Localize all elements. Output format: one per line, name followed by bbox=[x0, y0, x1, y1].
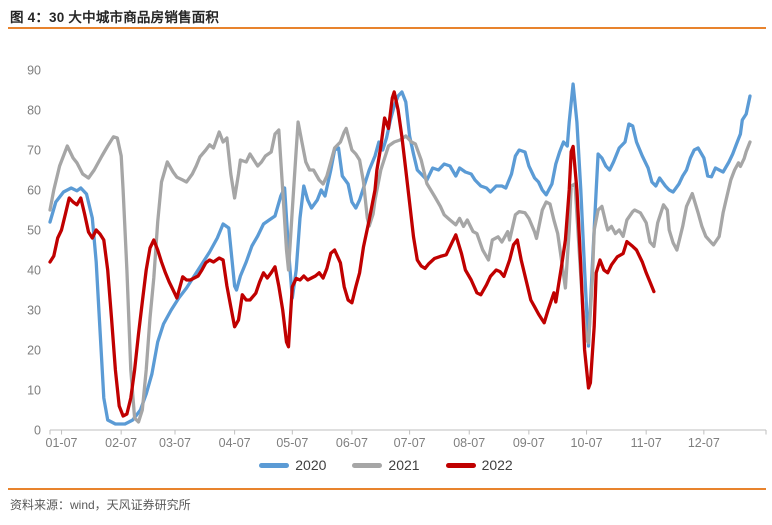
x-axis-tick-label: 11-07 bbox=[631, 436, 662, 450]
legend-swatch-2020 bbox=[259, 462, 290, 468]
y-axis-tick-label: 60 bbox=[27, 184, 41, 198]
x-axis-tick-label: 08-07 bbox=[453, 436, 485, 450]
x-axis-tick-label: 03-07 bbox=[159, 436, 191, 450]
y-axis-tick-label: 20 bbox=[27, 344, 41, 358]
series-line-2020 bbox=[48, 82, 752, 426]
figure-title: 图 4：30 大中城市商品房销售面积 bbox=[10, 10, 220, 25]
y-axis-tick-label: 70 bbox=[27, 144, 41, 158]
accent-rule-bottom bbox=[8, 488, 766, 490]
y-axis-tick-label: 0 bbox=[34, 424, 41, 438]
legend-swatch-2021 bbox=[352, 462, 383, 468]
x-axis-tick-label: 10-07 bbox=[571, 436, 603, 450]
x-axis-tick-label: 01-07 bbox=[46, 436, 78, 450]
legend-label-2020: 2020 bbox=[295, 457, 327, 473]
series-line-2022 bbox=[48, 90, 656, 418]
legend-item-2022: 2022 bbox=[445, 457, 513, 473]
x-axis-tick-label: 09-07 bbox=[513, 436, 545, 450]
legend-label-2022: 2022 bbox=[481, 457, 513, 473]
x-axis-tick-label: 06-07 bbox=[336, 436, 368, 450]
x-axis-tick-label: 07-07 bbox=[394, 436, 426, 450]
legend-label-2021: 2021 bbox=[388, 457, 420, 473]
y-axis-tick-label: 80 bbox=[27, 104, 41, 118]
x-axis-tick-label: 05-07 bbox=[276, 436, 308, 450]
legend-item-2021: 2021 bbox=[352, 457, 420, 473]
legend-swatch-2022 bbox=[445, 462, 476, 468]
series-line-2021 bbox=[48, 120, 752, 424]
x-axis-tick-label: 12-07 bbox=[688, 436, 720, 450]
x-axis-tick-label: 04-07 bbox=[219, 436, 251, 450]
y-axis-tick-label: 50 bbox=[27, 224, 41, 238]
legend-item-2020: 2020 bbox=[259, 457, 326, 473]
accent-rule-top bbox=[8, 27, 766, 29]
source-note: 资料来源：wind，天风证券研究所 bbox=[10, 498, 191, 512]
x-axis-tick-label: 02-07 bbox=[105, 436, 137, 450]
y-axis-tick-label: 10 bbox=[27, 384, 41, 398]
y-axis-tick-label: 30 bbox=[27, 304, 41, 318]
y-axis-tick-label: 90 bbox=[27, 64, 41, 78]
y-axis-tick-label: 40 bbox=[27, 264, 41, 278]
legend: 2020 2021 2022 bbox=[0, 457, 772, 473]
